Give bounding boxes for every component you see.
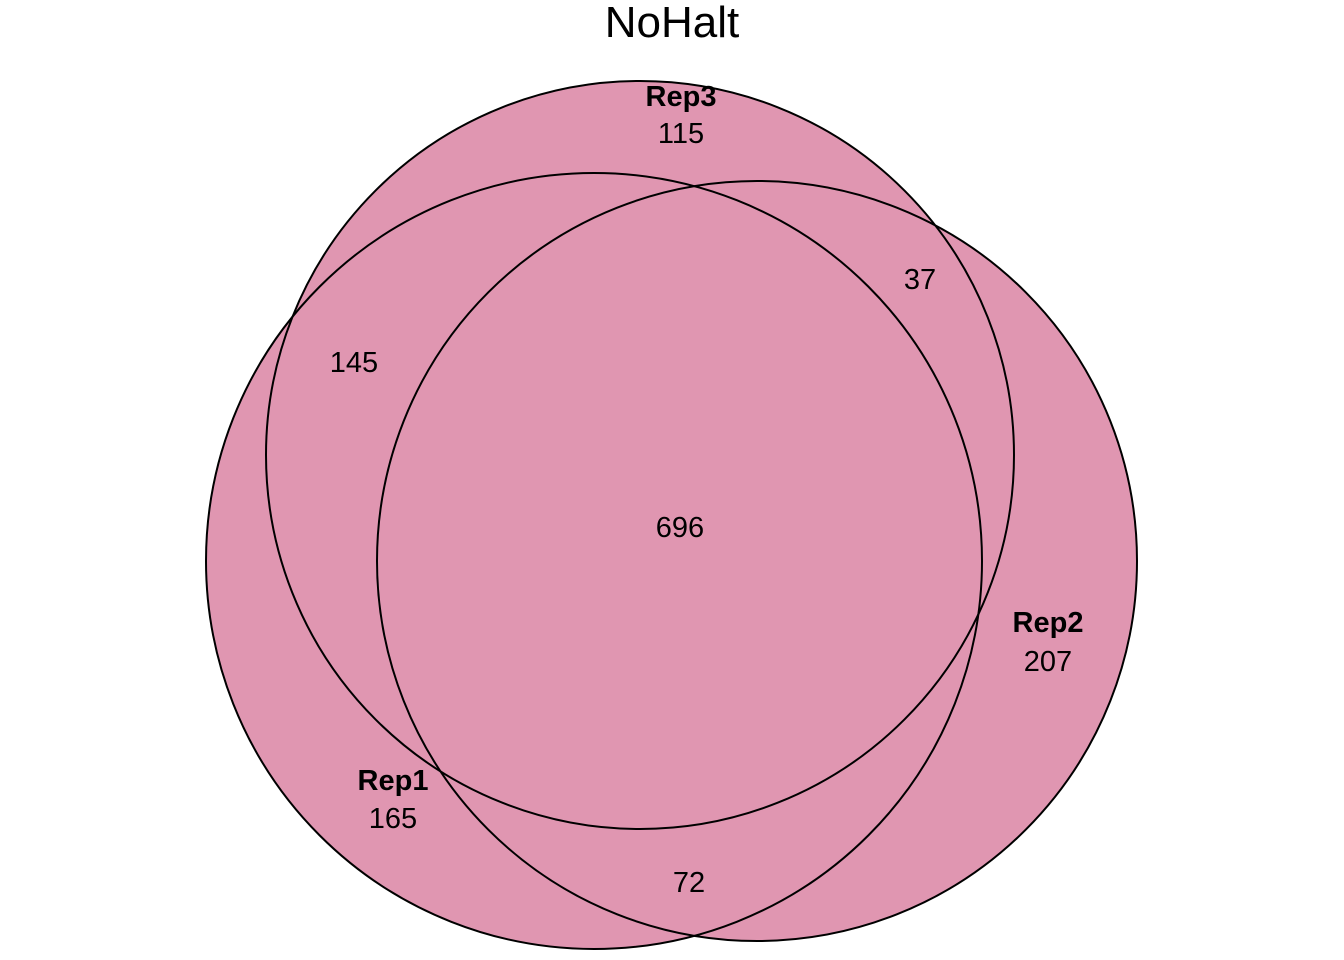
circle-rep3: [265, 80, 1015, 830]
set-name-rep3: Rep3: [646, 81, 717, 113]
circle-rep3-fill: [266, 81, 1014, 829]
count-rep3-only: 115: [658, 118, 704, 150]
count-rep2-only: 207: [1024, 646, 1072, 678]
set-name-rep1: Rep1: [358, 765, 429, 797]
count-all-three: 696: [656, 512, 704, 544]
circle-rep1: [205, 172, 983, 950]
count-rep1-rep2: 72: [673, 867, 705, 899]
union-backdrop: [206, 81, 1137, 949]
set-name-rep2: Rep2: [1013, 607, 1084, 639]
count-rep1-rep3: 145: [330, 347, 378, 379]
count-rep2-rep3: 37: [904, 264, 936, 296]
circle-rep2: [376, 180, 1138, 942]
region-labels: Rep3 115 37 145 696 Rep2 207 Rep1 165 72: [330, 81, 1084, 899]
count-rep1-only: 165: [369, 803, 417, 835]
chart-title: NoHalt: [605, 0, 740, 47]
set-circles: [205, 80, 1138, 950]
